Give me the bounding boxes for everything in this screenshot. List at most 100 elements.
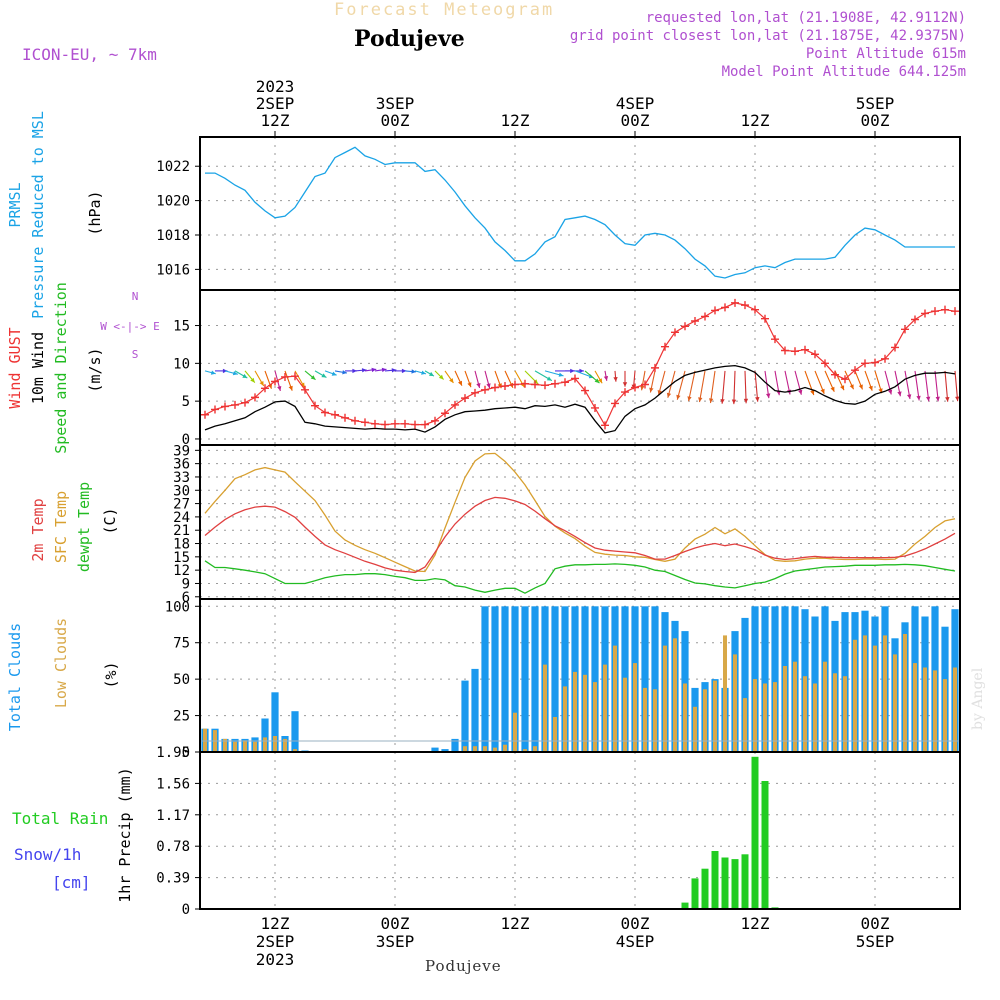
low-cloud-bar (933, 670, 937, 752)
wind-gust-point (271, 377, 279, 386)
compass-north: N (132, 290, 139, 303)
low-cloud-bar (563, 686, 567, 752)
wind-direction-arrow (804, 370, 815, 396)
low-cloud-bar (283, 738, 287, 752)
wind-gust-point (701, 312, 709, 321)
wind-arrow-head (687, 396, 692, 402)
point-altitude: Point Altitude 615m (805, 46, 966, 62)
low-cloud-bar (533, 746, 537, 752)
wind-arrow-head (449, 378, 454, 383)
wind-gust-point (901, 325, 909, 334)
wind-direction-arrow (649, 370, 656, 393)
temp-ytick-label: 27 (173, 497, 190, 513)
wind-arrow-head (849, 384, 854, 390)
pressure-ytick-label: 1020 (156, 194, 190, 210)
wind-gust-point (781, 346, 789, 355)
wind-direction-arrow (794, 370, 803, 395)
wind-direction-arrow (464, 370, 472, 388)
top-time-label: 00Z (381, 111, 410, 130)
wind-arrow-head (603, 376, 609, 381)
wind-gust-point (861, 359, 869, 368)
wind-direction-arrow (474, 370, 481, 389)
wind-arrow-head (277, 386, 282, 391)
low-cloud-bar (793, 661, 797, 752)
wind-arrow-shaft (733, 370, 736, 405)
bottom-time-label: 12Z (501, 914, 530, 933)
temp-ytick-label: 30 (173, 483, 190, 499)
bottom-time-label: 00Z (381, 914, 410, 933)
wind-gust-point (261, 384, 269, 393)
pressure-ytick-label: 1016 (156, 262, 190, 278)
low-cloud-bar (833, 673, 837, 752)
temp-ytick-label: 6 (182, 590, 190, 606)
wind-arrow-shaft (721, 370, 726, 404)
footer-location: Podujeve (425, 957, 502, 975)
wind-gust-point (551, 379, 559, 388)
wind-gust-point (421, 420, 429, 429)
low-cloud-bar (903, 634, 907, 752)
wind-gust-point (311, 401, 319, 410)
low-cloud-bar (673, 638, 677, 752)
wind-direction-arrow (304, 370, 316, 381)
low-cloud-bar (513, 712, 517, 752)
total-cloud-bar (561, 606, 569, 752)
low-cloud-bar (943, 679, 947, 752)
low-cloud-bar (713, 680, 717, 752)
temp-ytick-label: 39 (173, 443, 190, 459)
wind-gust-point (841, 375, 849, 384)
wind-arrow-head (935, 396, 940, 402)
wind-direction-arrow (640, 370, 646, 391)
wind-direction-arrow (603, 370, 609, 381)
wind-arrow-head (321, 373, 327, 378)
wind-gust-point (931, 307, 939, 316)
wind-arrow-head (640, 385, 645, 391)
bottom-time-label: 12Z (261, 914, 290, 933)
low-cloud-bar (823, 661, 827, 752)
wind-gust-point (431, 416, 439, 425)
low-cloud-bar (623, 677, 627, 752)
total-cloud-bar (651, 606, 659, 752)
low-cloud-bar (663, 645, 667, 752)
wind-arrow-head (916, 395, 921, 401)
wind-direction-arrow (934, 370, 940, 402)
wind-arrow-shaft (698, 370, 706, 403)
wind-gust-point (821, 359, 829, 368)
wind-gust-point (351, 416, 359, 425)
low-cloud-bar (883, 635, 887, 752)
total-cloud-bar (271, 692, 279, 752)
wind-direction-arrow (234, 370, 248, 379)
surface-temp-label: SFC Temp (52, 491, 70, 563)
wind-arrow-head (955, 396, 960, 402)
wind-gust-point (321, 408, 329, 417)
wind-arrow-head (371, 367, 377, 373)
low-cloud-bar (293, 749, 297, 752)
wind-direction-arrow (824, 370, 835, 392)
wind-direction-arrow (657, 370, 666, 396)
low-clouds-label: Low Clouds (52, 618, 70, 708)
wind-direction-arrow (294, 370, 306, 388)
top-time-label: 00Z (621, 111, 650, 130)
clouds-ytick-label: 0 (182, 745, 190, 761)
wind-arrow-head (926, 396, 931, 402)
wind-direction-arrow (754, 370, 760, 402)
model-name: ICON-EU, ~ 7km (22, 45, 157, 64)
low-cloud-bar (603, 664, 607, 752)
wind-arrow-head (868, 385, 873, 391)
bottom-time-label: 3SEP (376, 932, 415, 951)
wind-gust-point (641, 380, 649, 389)
bottom-time-label: 5SEP (856, 932, 895, 951)
wind-arrow-head (766, 393, 771, 399)
rain-bar (761, 781, 769, 909)
wind-gust-point (871, 358, 879, 367)
wind-arrow-shaft (954, 370, 959, 402)
wind-gust-point (721, 303, 729, 312)
wind-gust-point (741, 301, 749, 310)
wind-gust-point (651, 363, 659, 372)
wind-arrow-shaft (944, 370, 949, 402)
low-cloud-bar (473, 746, 477, 752)
wind-gust-point (631, 383, 639, 392)
wind-arrow-head (709, 398, 714, 403)
compass-south: S (132, 348, 139, 361)
low-cloud-bar (263, 737, 267, 752)
low-cloud-bar (523, 749, 527, 752)
